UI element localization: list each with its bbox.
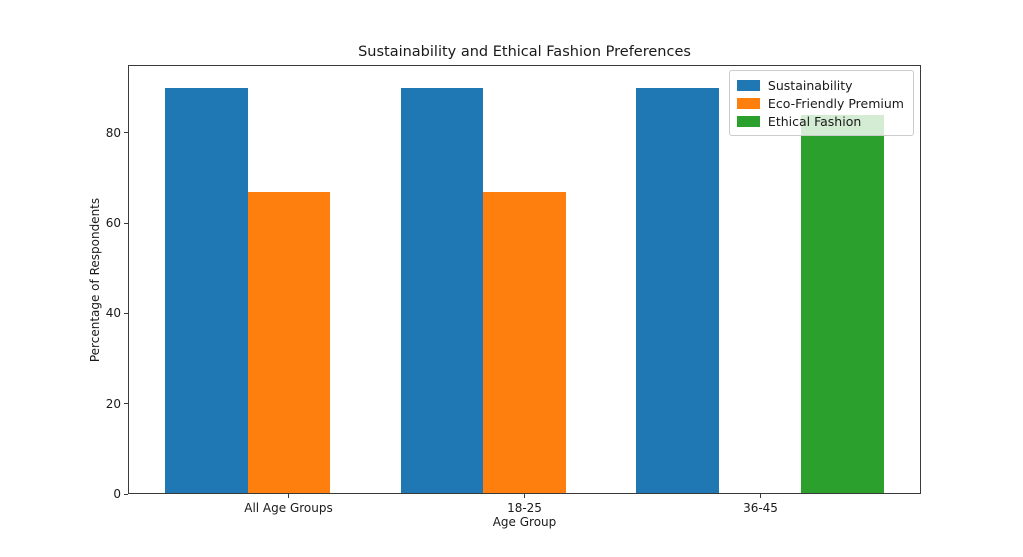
x-tick-label-all-age-groups: All Age Groups: [244, 501, 333, 515]
bar-sustainability-36-45: [636, 88, 719, 493]
y-tick-label-0: 0: [113, 487, 121, 501]
bar-eco-friendly-premium-all-age-groups: [247, 191, 331, 493]
chart-title: Sustainability and Ethical Fashion Prefe…: [358, 44, 691, 60]
x-axis-label: Age Group: [492, 515, 557, 529]
bars-layer: [129, 66, 920, 493]
legend: Sustainability Eco-Friendly Premium Ethica…: [728, 70, 914, 136]
legend-item-ethical-fashion: Ethical Fashion: [736, 112, 904, 130]
y-tick-label-60: 60: [105, 216, 121, 231]
y-tick-label-80: 80: [105, 125, 121, 140]
y-tick-mark-20: [124, 403, 128, 405]
x-tick-label-36-45: 36-45: [743, 501, 778, 515]
y-tick-mark-0: [124, 493, 128, 495]
legend-label: Sustainability: [767, 77, 853, 93]
y-tick-label-20: 20: [105, 396, 121, 411]
legend-swatch-icon: [736, 97, 760, 109]
legend-label: Eco-Friendly Premium: [767, 95, 904, 111]
x-tick-mark-36-45: [760, 494, 761, 498]
legend-item-sustainability: Sustainability: [736, 76, 904, 94]
bar-eco-friendly-premium-18-25: [483, 191, 566, 493]
y-tick-label-40: 40: [105, 306, 121, 321]
x-tick-label-18-25: 18-25: [507, 501, 542, 515]
legend-swatch-icon: [736, 115, 760, 127]
x-tick-mark-all-age-groups: [287, 494, 289, 498]
bar-sustainability-18-25: [400, 88, 484, 493]
bar-ethical-fashion-36-45: [801, 115, 884, 493]
y-tick-mark-80: [124, 132, 128, 134]
plot-area: Sustainability Eco-Friendly Premium Ethica…: [128, 65, 921, 494]
x-tick-mark-18-25: [524, 494, 525, 498]
legend-item-eco-friendly-premium: Eco-Friendly Premium: [736, 94, 904, 112]
y-tick-mark-40: [124, 312, 128, 314]
legend-label: Ethical Fashion: [767, 113, 862, 129]
bar-sustainability-all-age-groups: [165, 88, 248, 493]
legend-swatch-icon: [736, 79, 760, 91]
y-tick-mark-60: [124, 222, 128, 224]
